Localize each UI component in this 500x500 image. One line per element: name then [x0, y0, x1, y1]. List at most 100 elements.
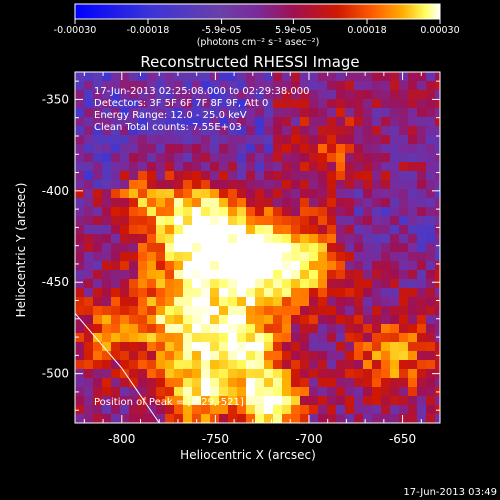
heatmap-cell: [237, 171, 246, 180]
heatmap-cell: [309, 360, 318, 369]
heatmap-cell: [264, 360, 273, 369]
heatmap-cell: [147, 180, 156, 189]
heatmap-cell: [309, 288, 318, 297]
heatmap-cell: [228, 360, 237, 369]
heatmap-cell: [192, 288, 201, 297]
heatmap-cell: [390, 189, 399, 198]
heatmap-cell: [408, 117, 417, 126]
heatmap-cell: [354, 243, 363, 252]
heatmap-cell: [138, 207, 147, 216]
heatmap-cell: [192, 342, 201, 351]
heatmap-cell: [435, 90, 440, 99]
heatmap-cell: [300, 342, 309, 351]
heatmap-cell: [84, 225, 93, 234]
heatmap-cell: [399, 99, 408, 108]
heatmap-cell: [246, 414, 255, 423]
heatmap-cell: [318, 333, 327, 342]
heatmap-cell: [228, 117, 237, 126]
heatmap-cell: [174, 162, 183, 171]
heatmap-cell: [129, 117, 138, 126]
heatmap-cell: [183, 297, 192, 306]
heatmap-cell: [417, 108, 426, 117]
heatmap-cell: [354, 198, 363, 207]
heatmap-cell: [237, 414, 246, 423]
heatmap-cell: [129, 234, 138, 243]
y-tick-label: -450: [42, 275, 69, 289]
heatmap-cell: [174, 342, 183, 351]
heatmap-cell: [93, 153, 102, 162]
heatmap-cell: [147, 414, 156, 423]
heatmap-cell: [174, 378, 183, 387]
heatmap-cell: [138, 333, 147, 342]
heatmap-cell: [210, 126, 219, 135]
heatmap-cell: [210, 207, 219, 216]
heatmap-cell: [435, 72, 440, 81]
heatmap-cell: [165, 108, 174, 117]
heatmap-cell: [399, 117, 408, 126]
heatmap-cell: [255, 198, 264, 207]
heatmap-cell: [120, 360, 129, 369]
heatmap-cell: [219, 207, 228, 216]
heatmap-cell: [147, 270, 156, 279]
heatmap-cell: [246, 90, 255, 99]
heatmap-cell: [120, 252, 129, 261]
heatmap-cell: [237, 162, 246, 171]
heatmap-cell: [75, 252, 84, 261]
heatmap-cell: [147, 126, 156, 135]
heatmap-cell: [417, 216, 426, 225]
heatmap-cell: [183, 99, 192, 108]
heatmap-cell: [435, 207, 440, 216]
heatmap-cell: [75, 351, 84, 360]
heatmap-cell: [318, 72, 327, 81]
heatmap-cell: [327, 162, 336, 171]
heatmap-cell: [327, 252, 336, 261]
heatmap-cell: [165, 261, 174, 270]
heatmap-cell: [156, 126, 165, 135]
heatmap-cell: [156, 81, 165, 90]
heatmap-cell: [390, 315, 399, 324]
heatmap-cell: [84, 180, 93, 189]
heatmap-cell: [435, 189, 440, 198]
heatmap-cell: [183, 72, 192, 81]
heatmap-cell: [300, 360, 309, 369]
heatmap-cell: [174, 315, 183, 324]
heatmap-cell: [210, 351, 219, 360]
heatmap-cell: [264, 306, 273, 315]
heatmap-cell: [228, 90, 237, 99]
heatmap-cell: [336, 144, 345, 153]
heatmap-cell: [354, 315, 363, 324]
heatmap-cell: [354, 72, 363, 81]
heatmap-cell: [354, 324, 363, 333]
heatmap-cell: [390, 261, 399, 270]
heatmap-cell: [381, 90, 390, 99]
heatmap-cell: [147, 369, 156, 378]
heatmap-cell: [399, 81, 408, 90]
heatmap-cell: [381, 162, 390, 171]
heatmap-cell: [183, 234, 192, 243]
heatmap-cell: [363, 360, 372, 369]
heatmap-cell: [75, 72, 84, 81]
heatmap-cell: [336, 135, 345, 144]
heatmap-cell: [273, 216, 282, 225]
heatmap-cell: [399, 126, 408, 135]
heatmap-cell: [93, 207, 102, 216]
heatmap-cell: [219, 180, 228, 189]
heatmap-cell: [210, 324, 219, 333]
heatmap-cell: [255, 315, 264, 324]
heatmap-cell: [399, 279, 408, 288]
heatmap-cell: [192, 189, 201, 198]
x-tick-label: -700: [295, 432, 322, 446]
heatmap-cell: [219, 243, 228, 252]
heatmap-cell: [147, 198, 156, 207]
heatmap-cell: [336, 180, 345, 189]
heatmap-cell: [372, 378, 381, 387]
heatmap-cell: [192, 153, 201, 162]
heatmap-cell: [273, 180, 282, 189]
heatmap-cell: [75, 288, 84, 297]
heatmap-cell: [273, 162, 282, 171]
heatmap-cell: [354, 279, 363, 288]
heatmap-cell: [363, 198, 372, 207]
heatmap-cell: [327, 342, 336, 351]
heatmap-cell: [399, 342, 408, 351]
heatmap-cell: [363, 333, 372, 342]
